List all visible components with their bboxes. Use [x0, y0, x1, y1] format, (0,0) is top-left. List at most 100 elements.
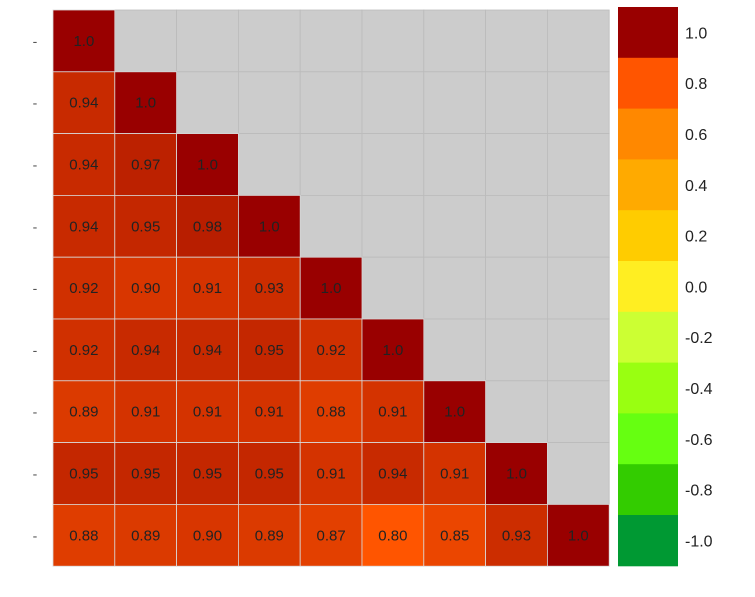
cell-value-label: 0.90 — [193, 527, 222, 544]
row-tick-label: - — [33, 466, 38, 482]
empty-cell — [485, 194, 548, 258]
cell-value-label: 1.0 — [259, 218, 280, 235]
heatmap-cell — [52, 318, 116, 382]
colorbar-band — [618, 261, 678, 313]
heatmap-cell — [176, 133, 239, 196]
heatmap-cell — [299, 318, 363, 382]
empty-cell — [485, 318, 548, 382]
cell-value-label: 0.92 — [69, 342, 98, 359]
cell-value-label: 0.95 — [255, 466, 284, 483]
row-tick-label: - — [33, 527, 38, 543]
empty-cell — [485, 71, 548, 135]
colorbar-band — [618, 464, 678, 516]
colorbar-band — [618, 311, 678, 364]
colorbar-legend: 1.0 0.8 0.6 0.4 0.2 0.0 -0.2 -0.4 -0.6 -0.8 -1.0 — [618, 7, 713, 567]
empty-cell — [237, 133, 301, 196]
empty-cell — [547, 194, 610, 258]
empty-cell — [547, 442, 610, 505]
cell-value-label: 0.93 — [255, 280, 284, 297]
colorbar-tick-label: -0.6 — [685, 432, 713, 449]
heatmap-cell — [485, 442, 548, 505]
empty-cell — [423, 318, 486, 382]
heatmap-cell — [114, 380, 178, 443]
cell-value-label: 0.92 — [316, 342, 345, 359]
cell-value-label: 1.0 — [197, 157, 218, 174]
cell-value-label: 0.95 — [69, 466, 98, 483]
empty-cell — [547, 71, 610, 135]
cell-value-label: 0.91 — [255, 404, 284, 421]
cell-value-label: 0.91 — [440, 466, 469, 483]
empty-cell — [547, 380, 610, 443]
cell-value-label: 0.95 — [193, 466, 222, 483]
row-tick-labels: - - - - - - - - - — [33, 33, 38, 543]
cell-value-label: 1.0 — [444, 404, 465, 421]
heatmap-cell — [299, 256, 363, 320]
row-tick-label: - — [33, 157, 38, 173]
colorbar-band — [618, 515, 678, 567]
heatmap-cell — [176, 503, 239, 567]
row-tick-label: - — [33, 404, 38, 420]
colorbar-tick-label: -0.8 — [685, 483, 713, 500]
heatmap-cell — [114, 194, 178, 258]
empty-cell — [485, 9, 548, 73]
cell-value-label: 0.91 — [193, 404, 222, 421]
cell-value-label: 0.95 — [255, 342, 284, 359]
cell-value-label: 0.88 — [69, 527, 98, 544]
colorbar-band — [618, 57, 678, 110]
cell-value-label: 0.80 — [378, 527, 407, 544]
cell-value-label: 0.94 — [69, 157, 98, 174]
heatmap-cell — [52, 133, 116, 196]
empty-cell — [423, 71, 486, 135]
cell-value-label: 0.90 — [131, 280, 160, 297]
empty-cell — [423, 133, 486, 196]
empty-cell — [361, 256, 425, 320]
heatmap-cell — [361, 380, 425, 443]
colorbar-band — [618, 413, 678, 465]
heatmap-cell — [114, 256, 178, 320]
cell-value-label: 0.93 — [502, 527, 531, 544]
cell-value-label: 0.92 — [69, 280, 98, 297]
empty-cell — [547, 256, 610, 320]
empty-cell — [299, 9, 363, 73]
heatmap-cell — [114, 71, 178, 135]
empty-cell — [423, 194, 486, 258]
heatmap-cell — [176, 318, 239, 382]
empty-cell — [237, 9, 301, 73]
heatmap-cell — [423, 380, 486, 443]
heatmap-cell — [176, 442, 239, 505]
colorbar-tick-label: 0.2 — [685, 229, 707, 246]
heatmap-cell — [52, 503, 116, 567]
heatmap-cell — [423, 442, 486, 505]
cell-value-label: 0.91 — [378, 404, 407, 421]
cell-value-label: 0.95 — [131, 466, 160, 483]
cell-value-label: 0.89 — [255, 527, 284, 544]
colorbar-band — [618, 108, 678, 160]
cell-value-label: 1.0 — [73, 33, 94, 50]
cell-value-label: 0.94 — [69, 95, 98, 112]
colorbar-tick-label: -0.2 — [685, 330, 713, 347]
colorbar-tick-label: 0.6 — [685, 127, 707, 144]
empty-cell — [485, 256, 548, 320]
cell-value-label: 1.0 — [321, 280, 342, 297]
colorbar-band — [618, 362, 678, 414]
empty-cell — [485, 380, 548, 443]
colorbar-band — [618, 159, 678, 211]
colorbar-tick-label: -1.0 — [685, 533, 713, 550]
colorbar-tick-label: 0.0 — [685, 279, 707, 296]
row-tick-label: - — [33, 33, 38, 49]
heatmap-cell — [52, 380, 116, 443]
colorbar-band — [618, 210, 678, 262]
colorbar-tick-label: 0.8 — [685, 76, 707, 93]
row-tick-label: - — [33, 218, 38, 234]
cell-value-label: 1.0 — [506, 466, 527, 483]
cell-value-label: 0.94 — [69, 218, 98, 235]
cell-value-label: 1.0 — [382, 342, 403, 359]
empty-cell — [299, 71, 363, 135]
cell-value-label: 0.85 — [440, 527, 469, 544]
heatmap-cell — [114, 503, 178, 567]
colorbar-tick-label: 1.0 — [685, 25, 707, 42]
cell-value-label: 0.89 — [131, 527, 160, 544]
heatmap-cell — [237, 318, 301, 382]
cell-value-label: 0.87 — [316, 527, 345, 544]
